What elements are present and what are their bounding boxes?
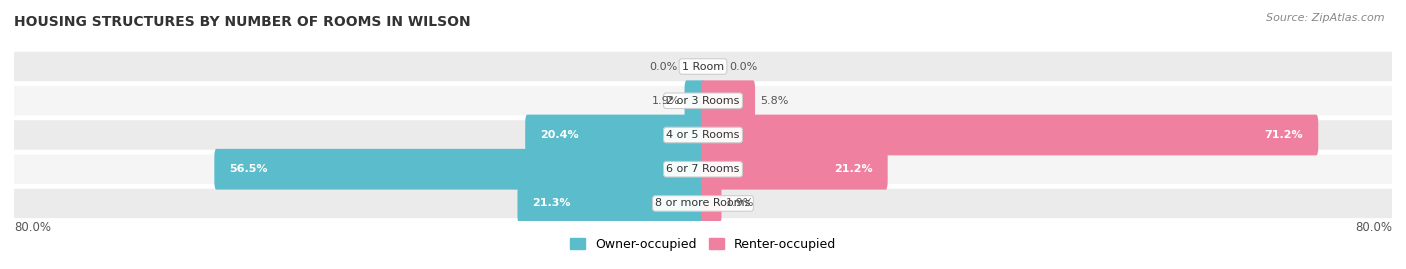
FancyBboxPatch shape — [214, 149, 706, 190]
Text: 21.2%: 21.2% — [834, 164, 873, 174]
Text: 8 or more Rooms: 8 or more Rooms — [655, 199, 751, 208]
FancyBboxPatch shape — [517, 183, 706, 224]
FancyBboxPatch shape — [685, 80, 706, 121]
FancyBboxPatch shape — [700, 80, 755, 121]
Text: 80.0%: 80.0% — [1355, 221, 1392, 234]
Text: 4 or 5 Rooms: 4 or 5 Rooms — [666, 130, 740, 140]
Text: 56.5%: 56.5% — [229, 164, 269, 174]
FancyBboxPatch shape — [14, 189, 1392, 218]
FancyBboxPatch shape — [700, 149, 887, 190]
FancyBboxPatch shape — [700, 115, 1319, 155]
Text: 71.2%: 71.2% — [1264, 130, 1303, 140]
Text: 80.0%: 80.0% — [14, 221, 51, 234]
FancyBboxPatch shape — [526, 115, 706, 155]
Text: 20.4%: 20.4% — [540, 130, 579, 140]
Text: 1.9%: 1.9% — [651, 96, 679, 106]
FancyBboxPatch shape — [14, 120, 1392, 150]
FancyBboxPatch shape — [14, 86, 1392, 115]
Text: 1.9%: 1.9% — [727, 199, 755, 208]
Text: 2 or 3 Rooms: 2 or 3 Rooms — [666, 96, 740, 106]
Text: 0.0%: 0.0% — [650, 62, 678, 72]
Text: Source: ZipAtlas.com: Source: ZipAtlas.com — [1267, 13, 1385, 23]
Text: HOUSING STRUCTURES BY NUMBER OF ROOMS IN WILSON: HOUSING STRUCTURES BY NUMBER OF ROOMS IN… — [14, 15, 471, 29]
Text: 5.8%: 5.8% — [759, 96, 789, 106]
FancyBboxPatch shape — [14, 52, 1392, 81]
Text: 6 or 7 Rooms: 6 or 7 Rooms — [666, 164, 740, 174]
Legend: Owner-occupied, Renter-occupied: Owner-occupied, Renter-occupied — [565, 233, 841, 256]
FancyBboxPatch shape — [700, 183, 721, 224]
Text: 0.0%: 0.0% — [728, 62, 756, 72]
FancyBboxPatch shape — [14, 154, 1392, 184]
Text: 21.3%: 21.3% — [533, 199, 571, 208]
Text: 1 Room: 1 Room — [682, 62, 724, 72]
